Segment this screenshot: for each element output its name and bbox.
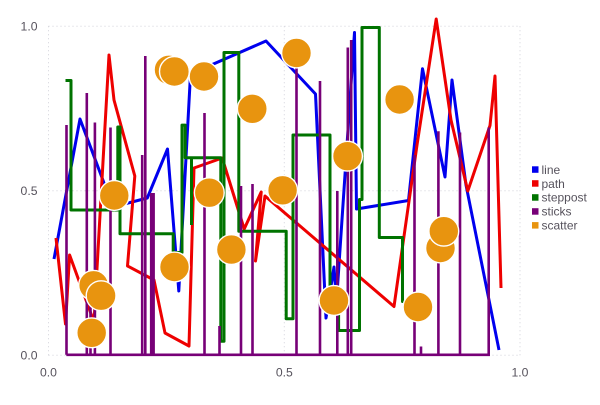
svg-text:0.5: 0.5 (276, 366, 293, 380)
svg-text:1.0: 1.0 (512, 366, 529, 380)
svg-text:1.0: 1.0 (21, 20, 38, 34)
svg-text:0.5: 0.5 (21, 184, 38, 198)
svg-text:sticks: sticks (542, 205, 572, 219)
svg-text:0.0: 0.0 (40, 366, 57, 380)
svg-text:scatter: scatter (542, 219, 578, 233)
svg-text:path: path (542, 177, 565, 191)
svg-text:steppost: steppost (542, 191, 588, 205)
svg-text:line: line (542, 163, 561, 177)
svg-text:0.0: 0.0 (21, 349, 38, 363)
